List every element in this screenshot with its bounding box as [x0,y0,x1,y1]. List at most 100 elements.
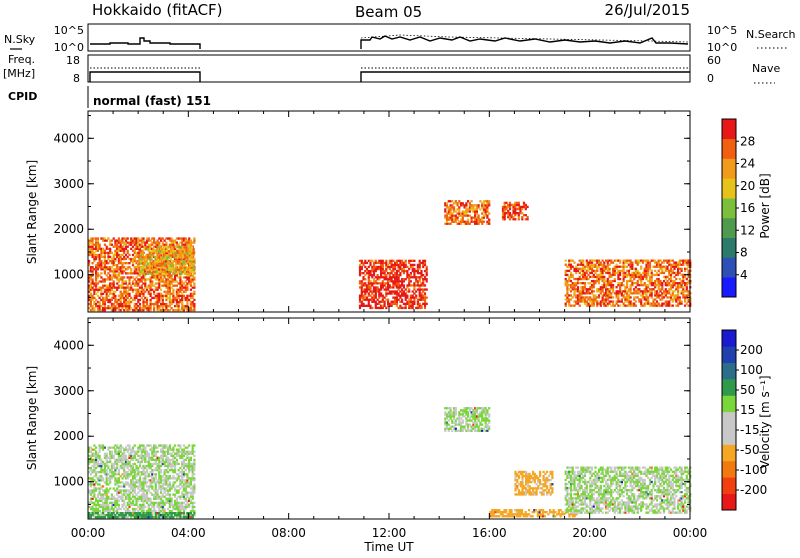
echo-cell [591,288,593,290]
echo-cell [185,237,187,239]
echo-cell [672,300,674,302]
echo-cell [412,307,414,309]
echo-cell [575,266,577,268]
echo-cell [176,498,178,500]
echo-cell [584,298,586,300]
echo-cell [104,254,106,256]
echo-cell [153,237,155,239]
echo-cell [104,467,106,469]
echo-cell [95,475,97,477]
echo-cell [128,309,130,311]
echo-cell [135,504,137,506]
echo-cell [111,506,113,508]
echo-cell [106,453,108,455]
echo-cell [139,295,141,297]
echo-cell [684,276,686,278]
nsky-trace-right [361,36,688,49]
echo-cell [677,294,679,296]
echo-cell [178,485,180,487]
echo-cell [598,266,600,268]
echo-cell [100,289,102,291]
echo-cell [169,289,171,291]
echo-cell [422,280,424,282]
echo-cell [176,280,178,282]
echo-cell [169,461,171,463]
echo-cell [369,262,371,264]
echo-cell [142,485,144,487]
echo-cell [181,285,183,287]
echo-cell [142,271,144,273]
echo-cell [150,291,152,293]
echo-cell [479,208,481,210]
echo-cell [444,210,446,212]
echo-cell [155,485,157,487]
echo-cell [368,292,370,294]
echo-cell [453,208,455,210]
echo-cell [172,291,174,293]
echo-cell [593,303,595,305]
echo-cell [398,288,400,290]
echo-cell [677,305,679,307]
echo-cell [614,305,616,307]
echo-cell [681,268,683,270]
echo-cell [137,469,139,471]
echo-cell [387,299,389,301]
echo-cell [488,219,490,221]
echo-cell [111,453,113,455]
echo-cell [134,299,136,301]
echo-cell [359,299,361,301]
echo-cell [93,307,95,309]
echo-cell [382,307,384,309]
echo-cell [684,305,686,307]
echo-cell [171,303,173,305]
echo-cell [158,307,160,309]
echo-cell [144,473,146,475]
echo-cell [90,500,92,502]
echo-cell [406,286,408,288]
echo-cell [573,292,575,294]
echo-cell [688,272,690,274]
echo-cell [100,500,102,502]
echo-cell [179,487,181,489]
echo-cell [617,294,619,296]
echo-cell [688,294,690,296]
echo-cell [401,301,403,303]
echo-cell [384,305,386,307]
echo-cell [666,268,668,270]
echo-cell [104,237,106,239]
echo-cell [465,206,467,208]
echo-cell [164,453,166,455]
echo-cell [106,481,108,483]
echo-cell [174,467,176,469]
echo-cell [132,246,134,248]
echo-cell [130,473,132,475]
echo-cell [378,290,380,292]
echo-cell [95,473,97,475]
echo-cell [176,500,178,502]
echo-cell [681,270,683,272]
echo-cell [146,451,148,453]
echo-cell [165,469,167,471]
echo-cell [373,274,375,276]
echo-cell [130,516,132,518]
echo-cell [92,242,94,244]
echo-cell [586,300,588,302]
echo-cell [171,307,173,309]
echo-cell [419,280,421,282]
echo-cell [118,274,120,276]
echo-cell [190,289,192,291]
echo-cell [130,285,132,287]
echo-cell [589,282,591,284]
echo-cell [100,276,102,278]
echo-cell [99,449,101,451]
echo-cell [104,258,106,260]
echo-cell [102,444,104,446]
echo-cell [415,290,417,292]
echo-cell [679,278,681,280]
echo-cell [566,296,568,298]
echo-cell [151,265,153,267]
nave-label: Nave [752,62,780,75]
echo-cell [168,246,170,248]
echo-cell [174,278,176,280]
echo-cell [174,496,176,498]
